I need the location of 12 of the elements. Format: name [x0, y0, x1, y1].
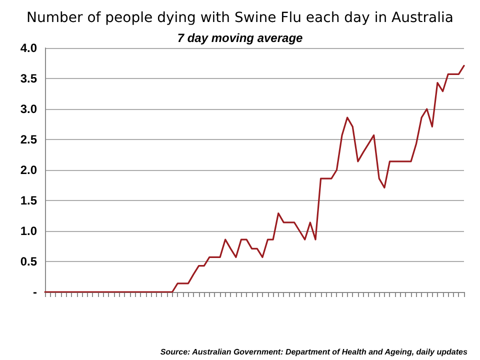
y-tick-label: 2.0	[20, 163, 38, 177]
y-tick-label: 4.0	[20, 41, 38, 55]
y-tick-label: 2.5	[20, 132, 38, 146]
chart-subtitle: 7 day moving average	[177, 31, 304, 45]
chart-title: Number of people dying with Swine Flu each day in Australia	[26, 10, 454, 26]
y-tick-label: 1.5	[20, 194, 38, 208]
y-tick-label: 0.5	[20, 254, 38, 268]
y-tick-label: 3.5	[20, 72, 38, 86]
source-note: Source: Australian Government: Department of Health and Ageing, daily updates	[160, 348, 468, 356]
y-tick-label: 3.0	[20, 102, 38, 116]
y-tick-label: -	[33, 285, 37, 299]
y-tick-label: 1.0	[20, 224, 38, 238]
